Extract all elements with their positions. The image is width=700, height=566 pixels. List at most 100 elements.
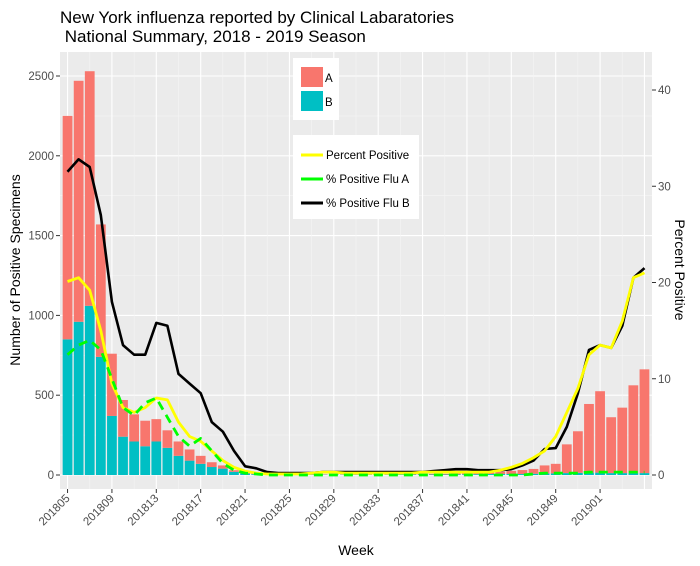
bar-b [584, 472, 594, 475]
x-axis-label: Week [338, 542, 375, 558]
line-percent-positive [67, 271, 646, 476]
bar-b [162, 447, 173, 475]
bar-b [73, 321, 84, 475]
bar-b [217, 468, 228, 475]
bar-a [584, 403, 594, 473]
bar-a [129, 414, 139, 442]
legend-line-box [293, 135, 419, 219]
bar-b [573, 472, 583, 475]
y-tick-label-right: 0 [658, 470, 664, 482]
y-tick-label-left: 500 [35, 390, 54, 402]
x-tick-label: 201833 [348, 493, 384, 529]
x-tick-label: 201837 [392, 493, 428, 529]
bar-b [517, 474, 528, 475]
bar-b [151, 441, 162, 475]
bar-a [73, 80, 84, 322]
bar-b [561, 473, 572, 475]
bar-b [140, 446, 151, 475]
bar-b [595, 472, 605, 475]
legend-label-b: B [325, 97, 333, 109]
legend-line-series: Percent Positive % Positive Flu A % Posi… [293, 135, 419, 219]
bar-a [628, 385, 639, 474]
bar-a [428, 473, 439, 475]
x-tick-label: 201845 [481, 493, 517, 529]
bar-a [195, 455, 206, 464]
bar-a [439, 473, 450, 475]
bar-a [206, 462, 217, 468]
bar-b [84, 305, 95, 475]
bar-a [162, 430, 173, 448]
bars [62, 71, 650, 475]
bar-a [95, 224, 106, 357]
bar-a [173, 441, 184, 456]
x-tick-label: 201817 [170, 493, 206, 529]
bar-a [550, 463, 561, 474]
bar-a [595, 391, 605, 473]
legend-bar-series: A B [293, 58, 339, 120]
bar-b [173, 455, 184, 475]
bar-a [229, 470, 239, 472]
y-axis-label-right: Percent Positive [672, 219, 688, 320]
y-tick-label-right: 30 [658, 181, 671, 193]
bar-a [517, 470, 528, 475]
y-tick-label-right: 40 [658, 85, 671, 97]
bar-a [184, 449, 195, 461]
bar-b [484, 474, 495, 475]
bar-a [606, 417, 617, 474]
y-tick-label-left: 2500 [28, 71, 54, 83]
bar-b [107, 415, 117, 475]
bar-a [561, 444, 572, 474]
x-tick-label: 201841 [436, 493, 472, 529]
x-tick-label: 201825 [259, 493, 295, 529]
bar-b [639, 473, 650, 475]
bar-b [195, 463, 206, 475]
lines [66, 158, 646, 477]
y-axis-label-left: Number of Positive Specimens [7, 174, 23, 365]
bar-b [528, 473, 539, 475]
x-tick-label: 201901 [570, 493, 606, 529]
bar-a [617, 407, 628, 474]
bar-a [495, 471, 506, 475]
bar-a [217, 465, 228, 469]
bar-a [639, 369, 650, 474]
y-tick-label-left: 1500 [28, 231, 54, 243]
bar-a [473, 472, 483, 475]
bar-a [151, 419, 162, 442]
bar-b [118, 436, 128, 475]
bar-b [184, 460, 195, 475]
bar-a [118, 399, 128, 437]
bar-a [573, 431, 583, 473]
legend-label-percent-positive: Percent Positive [326, 150, 409, 162]
bar-b [95, 356, 106, 475]
legend-label-a: A [325, 73, 333, 85]
bar-a [539, 465, 550, 474]
bar-b [617, 473, 628, 475]
bar-b [606, 473, 617, 475]
bar-b [628, 473, 639, 475]
y-tick-label-left: 2000 [28, 151, 54, 163]
bar-a [528, 468, 539, 474]
bar-b [62, 339, 73, 475]
y-tick-label-left: 1000 [28, 310, 54, 322]
legend-label-flu-b: % Positive Flu B [326, 198, 410, 210]
y-tick-label-left: 0 [48, 470, 54, 482]
x-tick-label: 201821 [215, 493, 251, 529]
bar-a [84, 71, 95, 306]
bar-a [506, 470, 517, 475]
bar-a [62, 115, 73, 340]
x-tick-label: 201813 [126, 493, 162, 529]
legend-swatch-b [301, 91, 323, 111]
bar-b [129, 441, 139, 475]
bar-b [229, 471, 239, 475]
bar-a [140, 420, 151, 447]
y-tick-label-right: 20 [658, 278, 671, 290]
x-tick-label: 201829 [303, 493, 339, 529]
x-tick-label: 201809 [81, 493, 117, 529]
chart-title-line1: New York influenza reported by Clinical … [60, 8, 454, 27]
x-tick-label: 201849 [525, 493, 561, 529]
bar-b [206, 467, 217, 475]
bar-b [473, 474, 483, 475]
legend-swatch-a [301, 67, 323, 87]
legend-label-flu-a: % Positive Flu A [326, 174, 409, 186]
